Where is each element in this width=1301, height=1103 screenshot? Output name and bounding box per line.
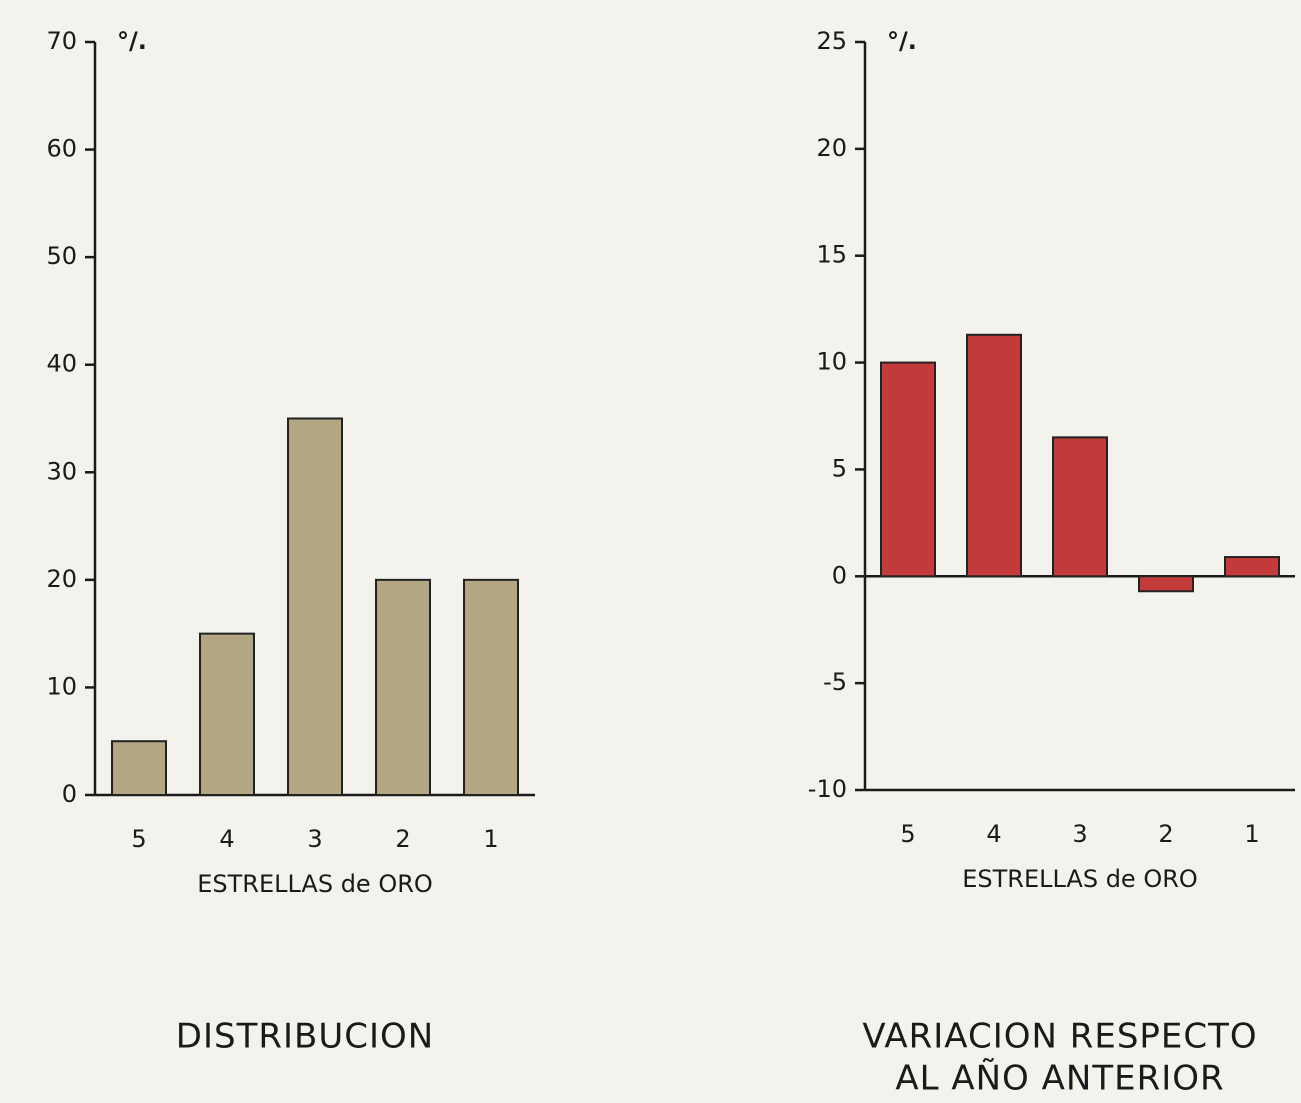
x-tick-label: 3 xyxy=(1072,820,1087,848)
x-tick-label: 4 xyxy=(219,825,234,853)
x-tick-label: 4 xyxy=(986,820,1001,848)
bar xyxy=(966,333,1022,578)
y-tick-label: 10 xyxy=(816,348,847,376)
x-tick-label: 1 xyxy=(483,825,498,853)
y-tick-label: 10 xyxy=(46,672,77,700)
x-tick-label: 5 xyxy=(900,820,915,848)
bar xyxy=(1138,575,1194,593)
y-tick-label: -10 xyxy=(808,775,847,803)
x-tick-label: 2 xyxy=(1158,820,1173,848)
y-tick-label: 60 xyxy=(46,135,77,163)
bar xyxy=(287,417,343,796)
y-tick-label: 30 xyxy=(46,457,77,485)
chart-title: VARIACION RESPECTO xyxy=(862,1017,1257,1057)
y-tick-label: 70 xyxy=(46,27,77,55)
bar xyxy=(1052,436,1108,578)
x-tick-label: 5 xyxy=(131,825,146,853)
x-axis-label: ESTRELLAS de ORO xyxy=(962,865,1198,893)
y-tick-label: 40 xyxy=(46,350,77,378)
chart-title: DISTRIBUCION xyxy=(176,1017,434,1057)
y-tick-label: 5 xyxy=(832,454,847,482)
x-tick-label: 3 xyxy=(307,825,322,853)
y-tick-label: 25 xyxy=(816,27,847,55)
chart-title: AL AÑO ANTERIOR xyxy=(895,1059,1224,1099)
bar xyxy=(880,361,936,578)
bar xyxy=(375,578,431,796)
bar xyxy=(463,578,519,796)
x-axis-label: ESTRELLAS de ORO xyxy=(197,870,433,898)
y-tick-label: 0 xyxy=(62,780,77,808)
y-tick-label: 15 xyxy=(816,241,847,269)
unit-label: °/. xyxy=(117,27,147,55)
x-tick-label: 2 xyxy=(395,825,410,853)
x-tick-label: 1 xyxy=(1244,820,1259,848)
y-tick-label: 50 xyxy=(46,242,77,270)
y-tick-label: 20 xyxy=(816,134,847,162)
y-tick-label: -5 xyxy=(823,668,847,696)
y-tick-label: 20 xyxy=(46,565,77,593)
bar xyxy=(1224,556,1280,578)
y-tick-label: 0 xyxy=(832,561,847,589)
bar xyxy=(199,632,255,797)
bar xyxy=(111,740,167,797)
unit-label: °/. xyxy=(887,27,917,55)
